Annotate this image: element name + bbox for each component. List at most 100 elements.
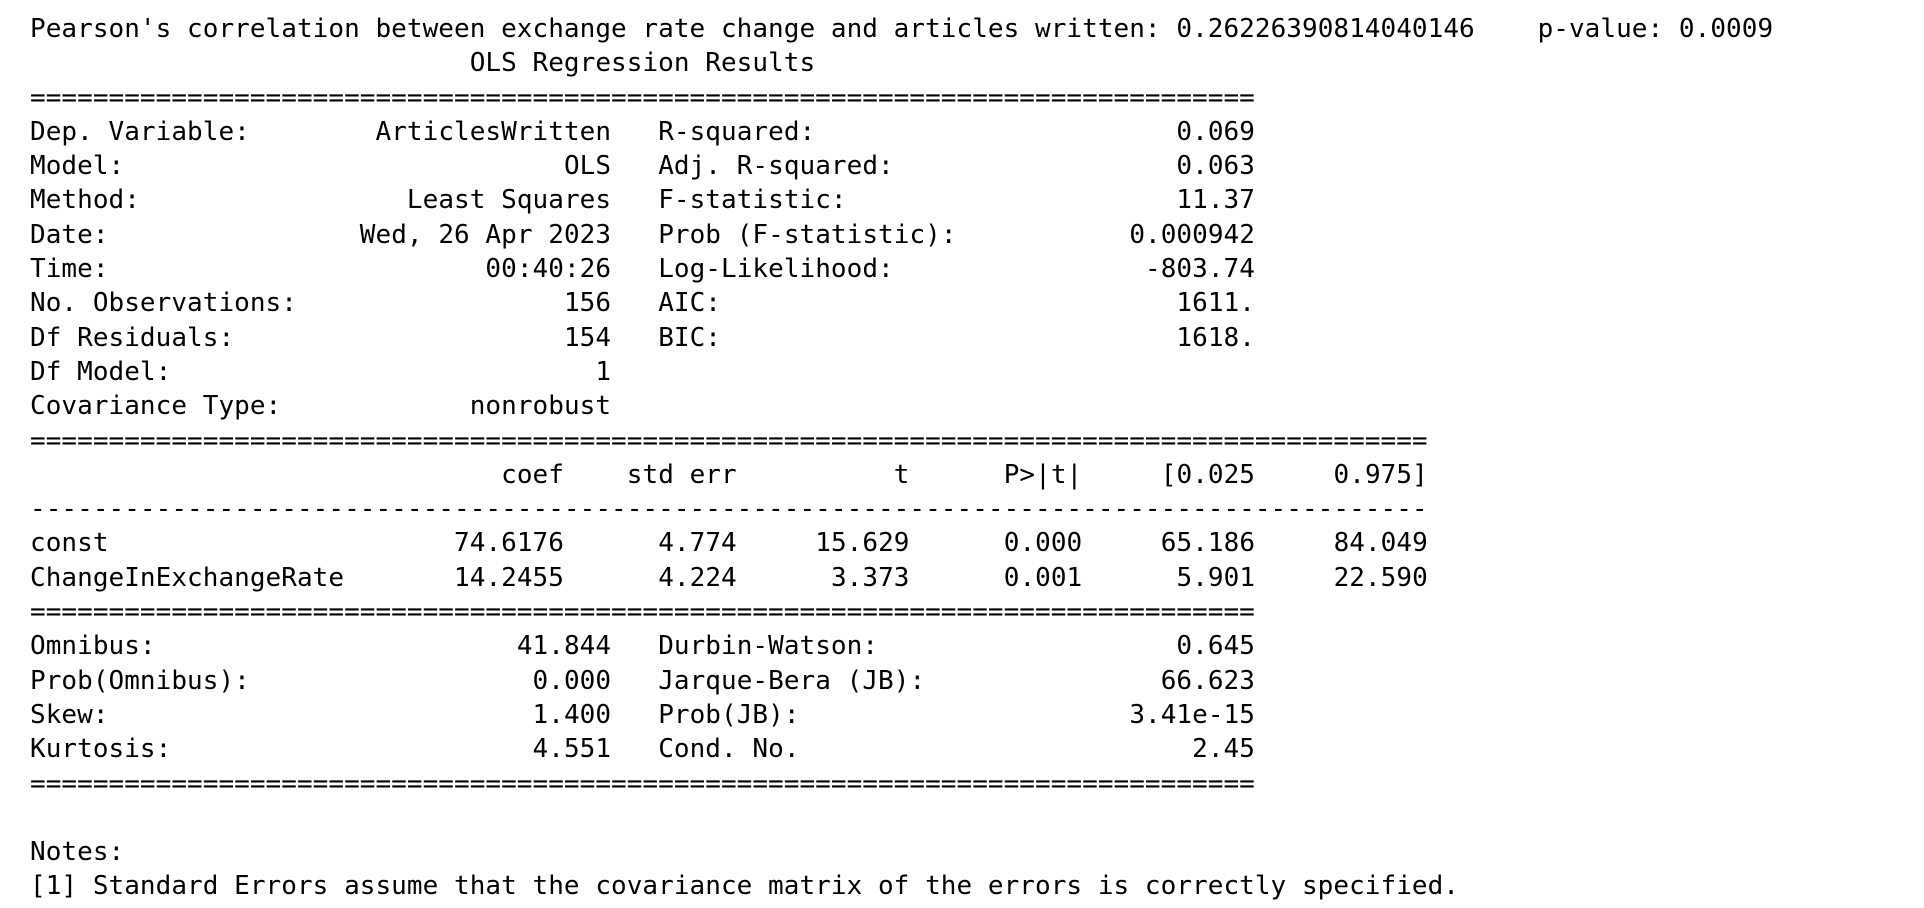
summary-value: 0.063 [1176,151,1255,182]
coef-cell: 22.590 [1333,562,1428,593]
summary-label: Log-Likelihood: [658,254,894,285]
pearson-value: 0.26226390814040146 [1176,14,1475,44]
column-header: P>|t| [1003,459,1083,490]
summary-label: Covariance Type: [30,391,282,422]
rule-double: ========================================… [30,768,1255,799]
diagnostic-value: 4.551 [532,734,612,765]
coef-row-name: const [30,528,109,559]
summary-value: 156 [563,288,612,319]
coef-header-row: coef std err t P>|t| [0.025 0.975] [30,458,1773,492]
coef-row: ChangeInExchangeRate 14.2455 4.224 3.373… [30,561,1773,595]
coef-cell: 14.2455 [454,562,564,593]
summary-label: No. Observations: [30,288,297,319]
summary-value: Least Squares [406,185,612,216]
note-text: [1] Standard Errors assume that the cova… [30,871,1460,902]
summary-row: Time: 00:40:26 Log-Likelihood: -803.74 [30,252,1773,286]
summary-label: Dep. Variable: [30,116,250,147]
diagnostic-value: 0.000 [532,665,612,696]
summary-row: No. Observations: 156 AIC: 1611. [30,286,1773,320]
diagnostic-label: Omnibus: [30,631,156,662]
diagnostic-row: Prob(Omnibus): 0.000 Jarque-Bera (JB): 6… [30,664,1773,698]
summary-label: F-statistic: [658,185,847,216]
summary-value: 11.37 [1176,185,1255,216]
diagnostic-label: Kurtosis: [30,734,172,765]
diagnostic-value: 3.41e-15 [1129,699,1255,730]
table-title: OLS Regression Results [30,46,1773,80]
diagnostic-label: Prob(JB): [658,699,800,730]
summary-value: 00:40:26 [485,254,612,285]
coef-cell: 0.001 [1003,562,1083,593]
coef-row-name: ChangeInExchangeRate [30,562,345,593]
summary-label: R-squared: [658,116,816,147]
column-header: t [893,459,910,490]
coef-cell: 4.774 [658,528,737,559]
diagnostic-label: Skew: [30,699,109,730]
coef-cell: 65.186 [1160,528,1256,559]
diagnostic-value: 41.844 [516,631,612,662]
summary-value: Wed, 26 Apr 2023 [359,219,612,250]
column-header: coef [501,459,564,490]
diagnostic-row: Kurtosis: 4.551 Cond. No. 2.45 [30,732,1773,766]
regression-title: OLS Regression Results [469,48,816,79]
summary-label: Df Residuals: [30,322,235,353]
summary-row: Df Model: 1 [30,355,1773,389]
summary-value: 0.000942 [1129,219,1255,250]
summary-value: 1 [595,356,612,387]
summary-value: -803.74 [1145,254,1255,285]
diagnostic-label: Jarque-Bera (JB): [658,665,926,696]
summary-value: 1611. [1176,288,1255,319]
p-value: 0.0009 [1678,14,1774,44]
rule-single: ----------------------------------------… [30,494,1428,525]
diagnostic-label: Durbin-Watson: [658,631,879,662]
summary-row: Dep. Variable: ArticlesWritten R-squared… [30,115,1773,149]
diagnostic-row: Skew: 1.400 Prob(JB): 3.41e-15 [30,698,1773,732]
column-header: 0.975] [1333,459,1428,490]
diagnostic-row: Omnibus: 41.844 Durbin-Watson: 0.645 [30,629,1773,663]
diagnostic-value: 66.623 [1160,665,1255,696]
notes-heading-line: Notes: [30,835,1773,869]
summary-label: Model: [30,151,125,182]
diagnostic-label: Prob(Omnibus): [30,665,250,696]
coef-cell: 74.6176 [454,528,564,559]
pearson-label: Pearson's correlation between exchange r… [30,14,1161,44]
summary-row: Method: Least Squares F-statistic: 11.37 [30,183,1773,217]
diagnostic-value: 0.645 [1176,631,1255,662]
diagnostic-label: Cond. No. [658,734,800,765]
summary-label: Df Model: [30,356,172,387]
summary-row: Date: Wed, 26 Apr 2023 Prob (F-statistic… [30,218,1773,252]
summary-value: 0.069 [1176,116,1255,147]
coef-cell: 4.224 [658,562,737,593]
console-output: Pearson's correlation between exchange r… [30,12,1773,904]
coef-cell: 0.000 [1003,528,1083,559]
rule-double: ========================================… [30,82,1255,113]
coef-cell: 3.373 [830,562,910,593]
coef-cell: 5.901 [1176,562,1256,593]
column-header: [0.025 [1160,459,1256,490]
summary-label: AIC: [658,288,722,319]
blank-line [30,801,1773,835]
summary-label: Prob (F-statistic): [658,219,957,250]
notes-heading: Notes: [30,837,125,868]
summary-value: OLS [563,151,612,182]
summary-value: 154 [563,322,612,353]
summary-value: ArticlesWritten [375,116,612,147]
summary-row: Df Residuals: 154 BIC: 1618. [30,321,1773,355]
p-value-label: p-value: [1537,14,1664,44]
pearson-line: Pearson's correlation between exchange r… [30,12,1773,46]
summary-label: Date: [30,219,109,250]
diagnostic-value: 2.45 [1192,734,1255,765]
note-line: [1] Standard Errors assume that the cova… [30,869,1773,903]
summary-row: Covariance Type: nonrobust [30,389,1773,423]
summary-label: Adj. R-squared: [658,151,894,182]
diagnostic-value: 1.400 [532,699,612,730]
summary-value: nonrobust [469,391,612,422]
summary-row: Model: OLS Adj. R-squared: 0.063 [30,149,1773,183]
rule-double: ========================================… [30,597,1255,628]
summary-label: BIC: [658,322,722,353]
coef-cell: 84.049 [1333,528,1428,559]
coef-row: const 74.6176 4.774 15.629 0.000 65.186 … [30,526,1773,560]
summary-value: 1618. [1176,322,1255,353]
column-header: std err [626,459,737,490]
summary-label: Method: [30,185,140,216]
rule-double: ========================================… [30,425,1428,456]
